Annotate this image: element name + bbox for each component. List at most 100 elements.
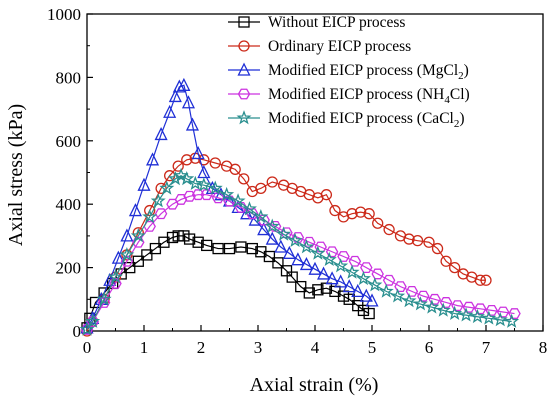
data-point xyxy=(177,77,191,91)
data-point xyxy=(344,264,360,279)
legend-label: Modified EICP process (NH4Cl) xyxy=(268,86,470,106)
data-point xyxy=(111,250,125,264)
data-point xyxy=(163,104,177,118)
data-point xyxy=(253,209,269,224)
data-point xyxy=(371,268,384,280)
x-axis-title: Axial strain (%) xyxy=(250,374,379,396)
data-point xyxy=(337,251,350,262)
data-point xyxy=(130,228,146,243)
data-point xyxy=(280,265,293,277)
data-point xyxy=(266,176,278,188)
data-point xyxy=(303,236,316,248)
data-point xyxy=(474,303,487,315)
series-4 xyxy=(80,189,521,335)
data-point xyxy=(183,190,196,202)
series-layer xyxy=(79,77,521,337)
x-tick-label: 4 xyxy=(311,338,320,357)
data-point xyxy=(351,283,365,298)
data-point xyxy=(295,280,307,293)
data-point xyxy=(141,249,153,261)
legend-marker xyxy=(236,110,252,125)
y-tick-label: 400 xyxy=(56,195,82,214)
data-point xyxy=(428,293,441,305)
data-point xyxy=(187,175,203,190)
data-point xyxy=(423,236,435,248)
data-point xyxy=(154,208,168,220)
data-point xyxy=(272,257,284,269)
data-point xyxy=(132,255,144,267)
data-point xyxy=(145,152,160,166)
data-point xyxy=(440,255,452,267)
data-point xyxy=(458,307,474,322)
y-tick-label: 800 xyxy=(56,68,82,87)
data-point xyxy=(196,177,212,192)
data-point xyxy=(144,204,156,217)
data-point xyxy=(274,239,288,253)
data-point xyxy=(241,201,257,216)
data-point xyxy=(287,232,303,248)
data-point xyxy=(183,233,196,245)
y-axis-title: Axial stress (kPa) xyxy=(5,104,27,246)
legend-marker xyxy=(237,62,251,76)
data-point xyxy=(282,245,296,259)
data-point xyxy=(346,208,358,220)
data-point xyxy=(276,226,292,241)
series-2 xyxy=(81,152,492,337)
data-point xyxy=(238,173,250,185)
data-point xyxy=(142,209,158,224)
data-point xyxy=(357,304,370,317)
data-point xyxy=(485,304,498,316)
data-point xyxy=(320,189,333,201)
data-point xyxy=(167,170,183,186)
data-point xyxy=(334,274,348,288)
series-line xyxy=(86,235,370,329)
data-point xyxy=(417,290,430,302)
data-point xyxy=(265,231,279,245)
data-point xyxy=(255,182,267,195)
data-point xyxy=(150,193,166,208)
data-point xyxy=(508,308,521,319)
data-point xyxy=(223,195,236,207)
data-point xyxy=(474,274,486,286)
data-point xyxy=(212,242,224,255)
data-point xyxy=(405,285,419,297)
legend-marker xyxy=(238,16,250,28)
data-point xyxy=(439,297,453,308)
legend-label: Ordinary EICP process xyxy=(268,38,411,55)
data-point xyxy=(128,203,143,217)
data-point xyxy=(173,167,189,183)
data-point xyxy=(172,230,184,242)
data-point xyxy=(448,261,461,274)
y-tick-label: 600 xyxy=(56,132,82,151)
data-point xyxy=(219,186,235,202)
data-point xyxy=(355,270,371,286)
data-point xyxy=(412,296,428,311)
legend-entry-4: Modified EICP process (NH4Cl) xyxy=(228,86,470,106)
data-point xyxy=(154,127,168,141)
data-point xyxy=(246,242,258,255)
data-point xyxy=(198,154,210,166)
data-point xyxy=(343,293,355,305)
data-point xyxy=(191,146,205,160)
data-point xyxy=(342,279,356,293)
data-point xyxy=(325,246,339,258)
data-point xyxy=(310,245,326,260)
data-point xyxy=(394,281,407,293)
data-point xyxy=(424,299,440,314)
data-point xyxy=(359,288,373,302)
legend-marker xyxy=(238,40,250,52)
data-point xyxy=(229,163,241,175)
x-tick-label: 1 xyxy=(140,338,149,357)
data-point xyxy=(264,218,280,233)
legend-entry-2: Ordinary EICP process xyxy=(228,38,411,55)
data-point xyxy=(363,307,375,320)
data-point xyxy=(168,88,182,103)
data-point xyxy=(321,251,337,267)
series-5 xyxy=(79,167,520,336)
legend-entry-3: Modified EICP process (MgCl2) xyxy=(228,62,469,82)
data-point xyxy=(451,300,464,312)
data-point xyxy=(390,288,406,303)
tick-labels: 0 1 2 3 4 5 6 7 8 0 200 400 600 800 1000 xyxy=(47,5,547,357)
data-point xyxy=(230,193,246,208)
